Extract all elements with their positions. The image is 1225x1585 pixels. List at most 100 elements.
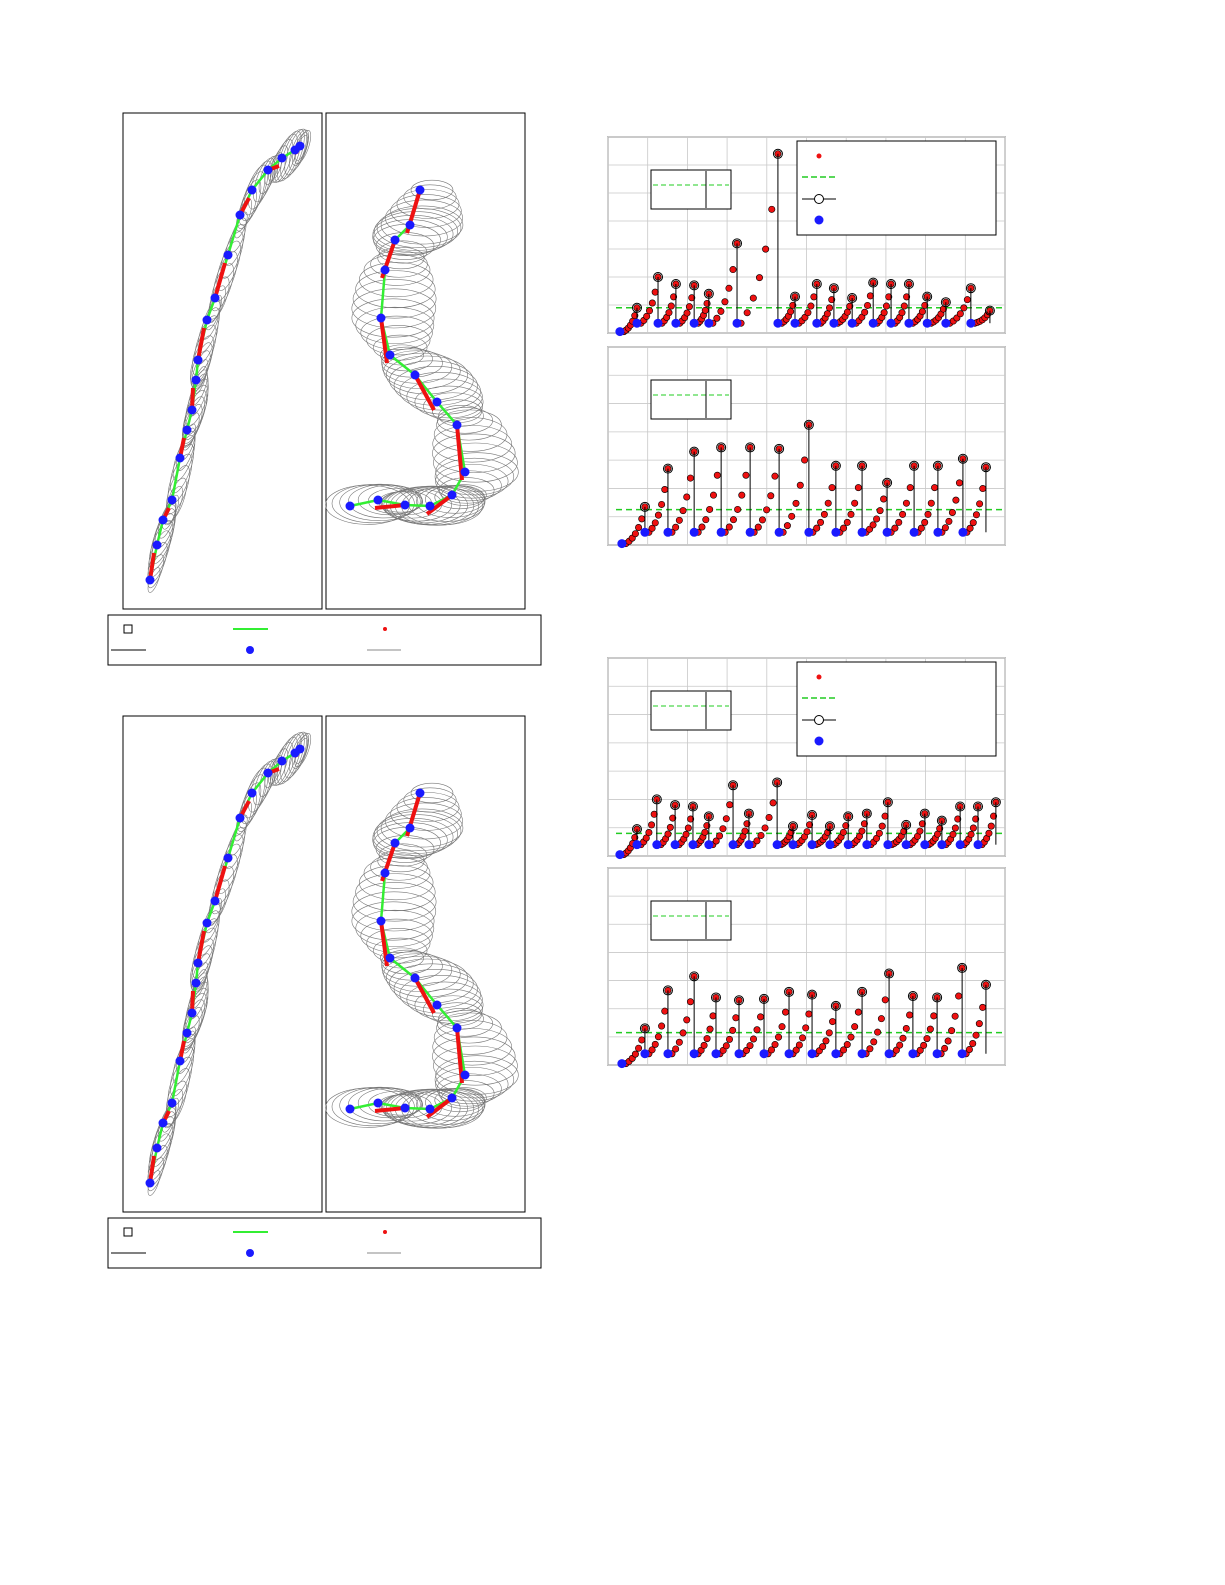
sample-point bbox=[954, 815, 962, 823]
uncertainty-ellipse bbox=[216, 240, 241, 291]
sample-point bbox=[648, 821, 656, 829]
start-point bbox=[653, 318, 663, 328]
sample-point bbox=[851, 1023, 859, 1031]
uncertainty-ellipse bbox=[433, 417, 508, 452]
heading-segment bbox=[196, 327, 206, 361]
start-point bbox=[728, 840, 738, 850]
sample-point bbox=[902, 499, 910, 507]
uncertainty-ellipse bbox=[331, 484, 415, 524]
position-dot bbox=[390, 838, 400, 848]
start-point bbox=[937, 840, 947, 850]
peak-marker bbox=[670, 279, 681, 289]
sample-point bbox=[763, 506, 771, 514]
sample-point bbox=[839, 828, 847, 836]
uncertainty-ellipse bbox=[224, 827, 246, 869]
start-point bbox=[807, 840, 817, 850]
sample-point bbox=[948, 1027, 956, 1035]
peak-marker bbox=[631, 302, 642, 313]
sample-point bbox=[955, 992, 963, 1000]
position-dot bbox=[277, 756, 287, 766]
legend-box bbox=[796, 661, 997, 757]
sample-point bbox=[874, 1028, 882, 1036]
position-dot bbox=[410, 973, 420, 983]
position-dot bbox=[432, 397, 442, 407]
legend-symbol bbox=[123, 1227, 133, 1237]
sample-point bbox=[924, 510, 932, 518]
inset-box bbox=[650, 690, 732, 731]
peak-marker bbox=[919, 808, 930, 819]
sample-point bbox=[651, 519, 659, 527]
start-point bbox=[689, 527, 699, 537]
uncertainty-ellipse bbox=[359, 262, 434, 298]
legend-symbol bbox=[816, 674, 822, 680]
sample-point bbox=[754, 523, 762, 531]
uncertainty-ellipse bbox=[352, 882, 437, 922]
uncertainty-ellipse bbox=[416, 1088, 486, 1121]
position-dot bbox=[460, 467, 470, 477]
start-point bbox=[615, 850, 625, 860]
sample-point bbox=[669, 814, 677, 822]
uncertainty-ellipse bbox=[268, 152, 283, 182]
chart bbox=[607, 657, 1006, 860]
sample-point bbox=[719, 825, 727, 833]
sample-point bbox=[767, 492, 775, 500]
peak-marker bbox=[980, 979, 991, 990]
sample-point bbox=[713, 314, 721, 322]
peak-marker bbox=[759, 993, 770, 1004]
peak-marker bbox=[922, 291, 933, 302]
sample-point bbox=[880, 495, 888, 503]
sample-point bbox=[896, 1041, 904, 1049]
legend-symbol bbox=[814, 736, 824, 746]
peak-marker bbox=[847, 293, 858, 303]
start-point bbox=[784, 1049, 794, 1059]
position-dot bbox=[425, 1104, 435, 1114]
sample-point bbox=[976, 500, 984, 508]
position-dot bbox=[145, 575, 155, 585]
start-point bbox=[689, 1049, 699, 1059]
peak-marker bbox=[843, 811, 854, 822]
start-point bbox=[716, 527, 726, 537]
position-dot bbox=[182, 425, 192, 435]
position-dot bbox=[158, 515, 168, 525]
position-dot bbox=[385, 350, 395, 360]
sample-point bbox=[762, 245, 770, 253]
uncertainty-ellipse bbox=[416, 485, 486, 518]
sample-point bbox=[654, 1033, 662, 1041]
sample-point bbox=[931, 484, 939, 492]
uncertainty-ellipse bbox=[378, 843, 428, 867]
inset-box bbox=[650, 379, 732, 420]
peak-marker bbox=[824, 821, 835, 832]
position-dot bbox=[415, 185, 425, 195]
sample-point bbox=[899, 510, 907, 518]
position-dot bbox=[263, 768, 273, 778]
uncertainty-ellipse bbox=[240, 774, 266, 825]
peak-marker bbox=[857, 460, 868, 471]
sample-point bbox=[805, 1010, 813, 1018]
uncertainty-ellipse bbox=[436, 1010, 494, 1037]
sample-point bbox=[648, 1046, 656, 1054]
uncertainty-ellipse bbox=[378, 240, 428, 264]
position-dot bbox=[187, 405, 197, 415]
peak-marker bbox=[957, 453, 968, 464]
uncertainty-ellipse bbox=[414, 385, 484, 419]
start-point bbox=[774, 527, 784, 537]
sample-point bbox=[916, 827, 924, 835]
uncertainty-ellipse bbox=[432, 433, 516, 473]
sample-point bbox=[778, 1023, 786, 1031]
sample-point bbox=[930, 1012, 938, 1020]
uncertainty-ellipse bbox=[396, 189, 460, 219]
peak-marker bbox=[936, 815, 947, 826]
sample-point bbox=[796, 481, 804, 489]
sample-point bbox=[881, 812, 889, 820]
sample-point bbox=[702, 516, 710, 524]
uncertainty-ellipse bbox=[373, 937, 428, 964]
position-dot bbox=[277, 153, 287, 163]
sample-point bbox=[966, 524, 974, 532]
sample-point bbox=[882, 302, 890, 310]
sample-point bbox=[921, 301, 929, 309]
start-point bbox=[955, 840, 965, 850]
peak-marker bbox=[940, 297, 951, 308]
position-dot bbox=[167, 495, 177, 505]
uncertainty-ellipse bbox=[373, 334, 428, 361]
sample-point bbox=[955, 479, 963, 487]
